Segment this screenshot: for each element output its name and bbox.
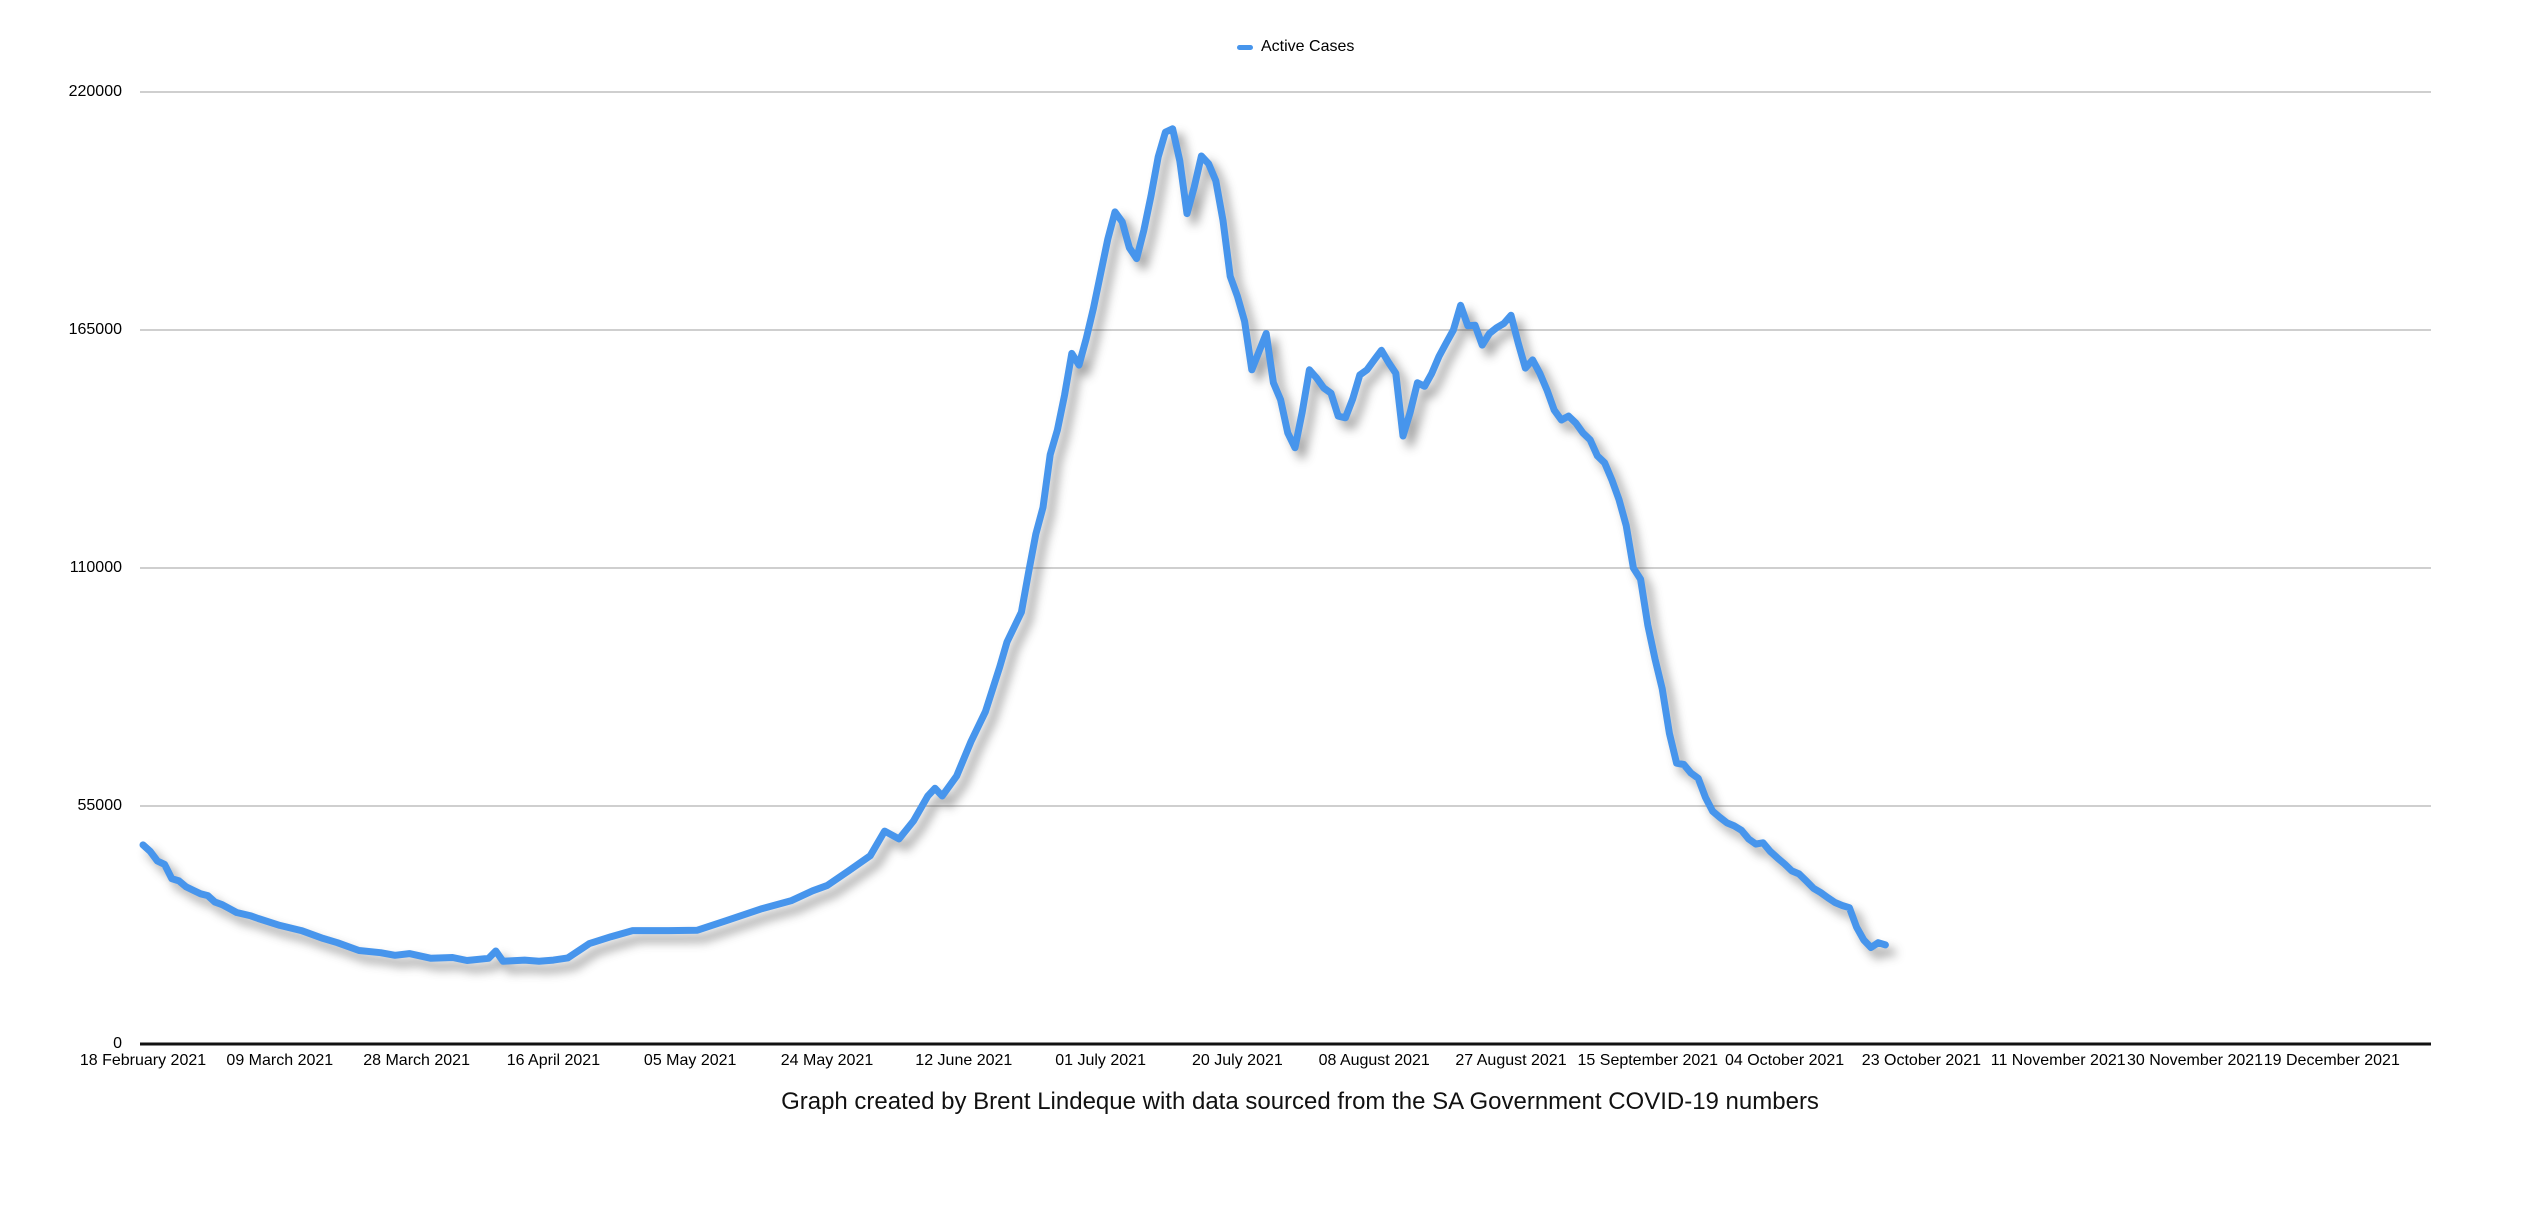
- x-tick-label-8: 20 July 2021: [1192, 1052, 1283, 1069]
- x-tick-label-9: 08 August 2021: [1318, 1052, 1430, 1069]
- x-tick-label-15: 30 November 2021: [2126, 1052, 2264, 1069]
- y-tick-label-110000: 110000: [69, 559, 122, 576]
- x-tick-label-6: 12 June 2021: [915, 1052, 1013, 1069]
- x-tick-label-13: 23 October 2021: [1861, 1052, 1981, 1069]
- x-tick-label-1: 09 March 2021: [226, 1052, 334, 1069]
- legend-marker-active-cases: [1237, 44, 1253, 50]
- x-tick-label-10: 27 August 2021: [1455, 1052, 1567, 1069]
- active-cases-line: [139, 125, 1889, 965]
- x-tick-label-7: 01 July 2021: [1055, 1052, 1146, 1069]
- x-tick-label-4: 05 May 2021: [643, 1052, 737, 1069]
- x-tick-label-3: 16 April 2021: [506, 1052, 601, 1069]
- chart-legend: Active Cases: [1237, 38, 1354, 56]
- x-tick-label-16: 19 December 2021: [2263, 1052, 2400, 1069]
- x-tick-label-11: 15 September 2021: [1577, 1052, 1719, 1069]
- legend-label-active-cases: Active Cases: [1261, 38, 1355, 55]
- x-tick-label-2: 28 March 2021: [363, 1052, 470, 1069]
- y-tick-label-165000: 165000: [68, 321, 122, 338]
- x-tick-label-14: 11 November 2021: [1990, 1052, 2126, 1069]
- y-tick-label-220000: 220000: [68, 83, 122, 100]
- y-tick-label-55000: 55000: [77, 797, 123, 814]
- x-tick-label-0: 18 February 2021: [79, 1052, 207, 1069]
- x-tick-label-12: 04 October 2021: [1724, 1052, 1845, 1069]
- y-tick-label-0: 0: [113, 1035, 122, 1052]
- chart-caption: Graph created by Brent Lindeque with dat…: [781, 1088, 1819, 1115]
- x-tick-label-5: 24 May 2021: [780, 1052, 874, 1069]
